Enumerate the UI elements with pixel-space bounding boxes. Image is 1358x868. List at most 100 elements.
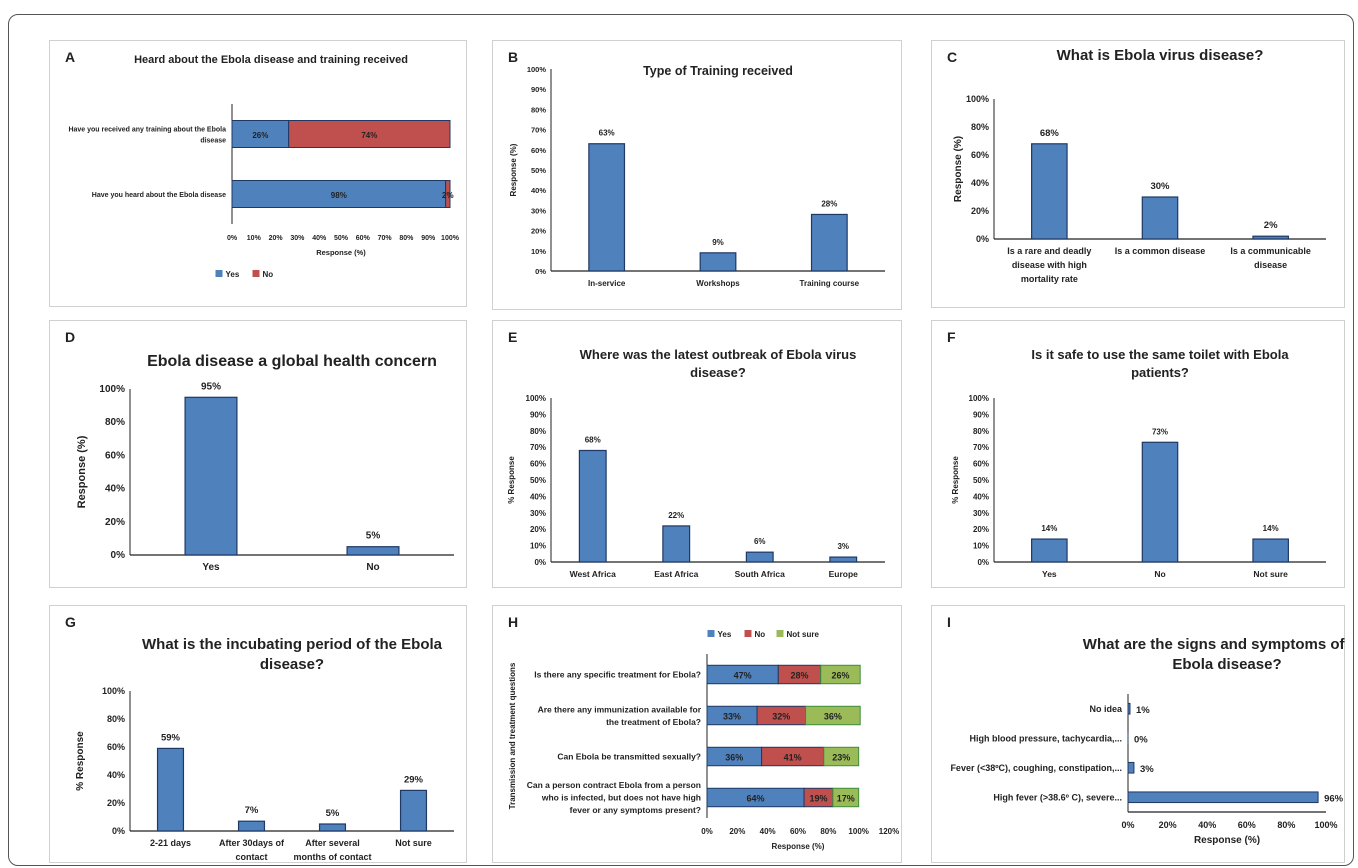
bar <box>156 747 185 832</box>
y-category-label: Have you received any training about the… <box>68 127 226 134</box>
data-label: 30% <box>1150 181 1170 192</box>
y-tick-label: 80% <box>531 105 546 114</box>
chart-title: What are the signs and symptoms of the <box>1083 636 1346 653</box>
y-tick-label: 80% <box>107 714 125 724</box>
y-tick-label: 60% <box>531 146 546 155</box>
chart-title: Type of Training received <box>643 64 793 78</box>
panel-d: D Ebola disease a global health concern 0%… <box>49 320 467 588</box>
data-label: 98% <box>331 191 347 200</box>
data-label: 96% <box>1324 793 1344 804</box>
data-label: 41% <box>784 753 802 763</box>
x-tick-label: 100% <box>441 235 460 242</box>
data-label: 47% <box>734 671 752 681</box>
y-tick-label: 0% <box>111 550 126 561</box>
x-category-label: Not sure <box>1253 569 1288 579</box>
panel-g: G What is the incubating period of the Eb… <box>49 605 467 863</box>
x-tick-label: 30% <box>290 235 305 242</box>
panel-letter: I <box>947 614 951 630</box>
panel-letter: A <box>65 49 75 65</box>
chart-svg: E Where was the latest outbreak of Ebola … <box>507 329 885 579</box>
chart-svg: H 0% 20% 40% 60% 80% 100% 120% Is there any spec… <box>508 614 899 851</box>
panel-letter: F <box>947 329 956 345</box>
data-label: 64% <box>747 794 765 804</box>
y-category-label: Have you heard about the Ebola disease <box>92 192 226 199</box>
y-tick-label: 50% <box>531 166 546 175</box>
bar <box>1252 538 1289 563</box>
data-label: 32% <box>772 712 790 722</box>
y-tick-label: 10% <box>531 247 546 256</box>
bar-segment <box>805 705 861 726</box>
y-tick-label: 30% <box>530 509 546 518</box>
y-tick-label: 60% <box>530 460 546 469</box>
y-tick-label: 40% <box>531 186 546 195</box>
legend-label: Yes <box>718 630 732 639</box>
y-tick-label: 40% <box>971 178 989 188</box>
data-label: 68% <box>1040 128 1060 139</box>
panel-letter: E <box>508 329 517 345</box>
chart-svg: D Ebola disease a global health concern 0%… <box>65 329 454 573</box>
x-category-label: No <box>366 562 379 573</box>
y-category-label: High fever (>38.6º C), severe... <box>993 792 1122 802</box>
panel-letter: G <box>65 614 76 630</box>
chart-title: Heard about the Ebola disease and traini… <box>134 54 408 66</box>
x-category-label: months of contact <box>294 852 372 862</box>
y-tick-label: 90% <box>530 410 546 419</box>
y-tick-label: 70% <box>973 443 989 452</box>
bar <box>1127 761 1135 774</box>
x-tick-label: 100% <box>1314 820 1337 830</box>
y-category-label: No idea <box>1089 704 1123 714</box>
bar <box>399 789 428 832</box>
x-tick-label: 60% <box>1238 820 1256 830</box>
x-category-label: In-service <box>588 279 626 288</box>
x-tick-label: 60% <box>790 827 806 836</box>
x-category-label: Yes <box>202 562 220 573</box>
chart-title: Ebola disease? <box>1172 656 1281 673</box>
panel-i: I What are the signs and symptoms of the E… <box>931 605 1346 863</box>
y-tick-label: 0% <box>112 826 125 836</box>
data-label: 59% <box>161 732 181 743</box>
x-category-label: South Africa <box>735 569 785 579</box>
y-tick-label: 0% <box>976 234 989 244</box>
bar <box>1127 791 1319 804</box>
x-category-label: No <box>1154 569 1165 579</box>
bar-segment <box>445 180 451 208</box>
y-category-label: Can a person contract Ebola from a perso… <box>527 780 701 790</box>
x-category-label: disease with high <box>1012 260 1087 270</box>
x-category-label: Not sure <box>395 838 432 848</box>
y-category-label: Is there any specific treatment for Ebol… <box>534 670 701 680</box>
data-label: 3% <box>837 542 849 551</box>
data-label: 74% <box>361 131 377 140</box>
y-tick-label: 60% <box>105 450 125 461</box>
bar-segment <box>820 664 861 685</box>
x-category-label: East Africa <box>654 569 698 579</box>
x-category-label: disease <box>1254 260 1287 270</box>
y-tick-label: 60% <box>971 150 989 160</box>
x-category-label: Europe <box>829 569 859 579</box>
x-tick-label: 80% <box>1277 820 1295 830</box>
y-category-label: who is infected, but does not have high <box>541 793 701 803</box>
panel-c: C What is Ebola virus disease? 0% 20% 40% 60%… <box>931 40 1345 308</box>
panel-f: F Is it safe to use the same toilet with … <box>931 320 1345 588</box>
legend-label: No <box>755 630 766 639</box>
x-category-label: Is a communicable <box>1230 246 1311 256</box>
y-tick-label: 100% <box>102 686 125 696</box>
chart-svg: A Heard about the Ebola disease and train… <box>65 49 460 279</box>
x-tick-label: 20% <box>1159 820 1177 830</box>
chart-svg: B Type of Training received 0% 10% 20% 30% 40%… <box>508 49 885 288</box>
x-tick-label: 80% <box>399 235 414 242</box>
legend-label: Yes <box>226 270 240 279</box>
y-tick-label: 90% <box>973 410 989 419</box>
y-tick-label: 30% <box>973 509 989 518</box>
data-label: 5% <box>326 808 340 819</box>
y-tick-label: 20% <box>971 206 989 216</box>
y-tick-label: 40% <box>107 770 125 780</box>
x-tick-label: 20% <box>269 235 284 242</box>
bar <box>1031 143 1068 240</box>
y-tick-label: 20% <box>531 227 546 236</box>
y-tick-label: 100% <box>526 394 546 403</box>
data-label: 1% <box>1136 705 1150 716</box>
y-tick-label: 20% <box>973 525 989 534</box>
bar <box>1252 235 1289 240</box>
data-label: 29% <box>404 774 424 785</box>
bar <box>588 143 626 272</box>
